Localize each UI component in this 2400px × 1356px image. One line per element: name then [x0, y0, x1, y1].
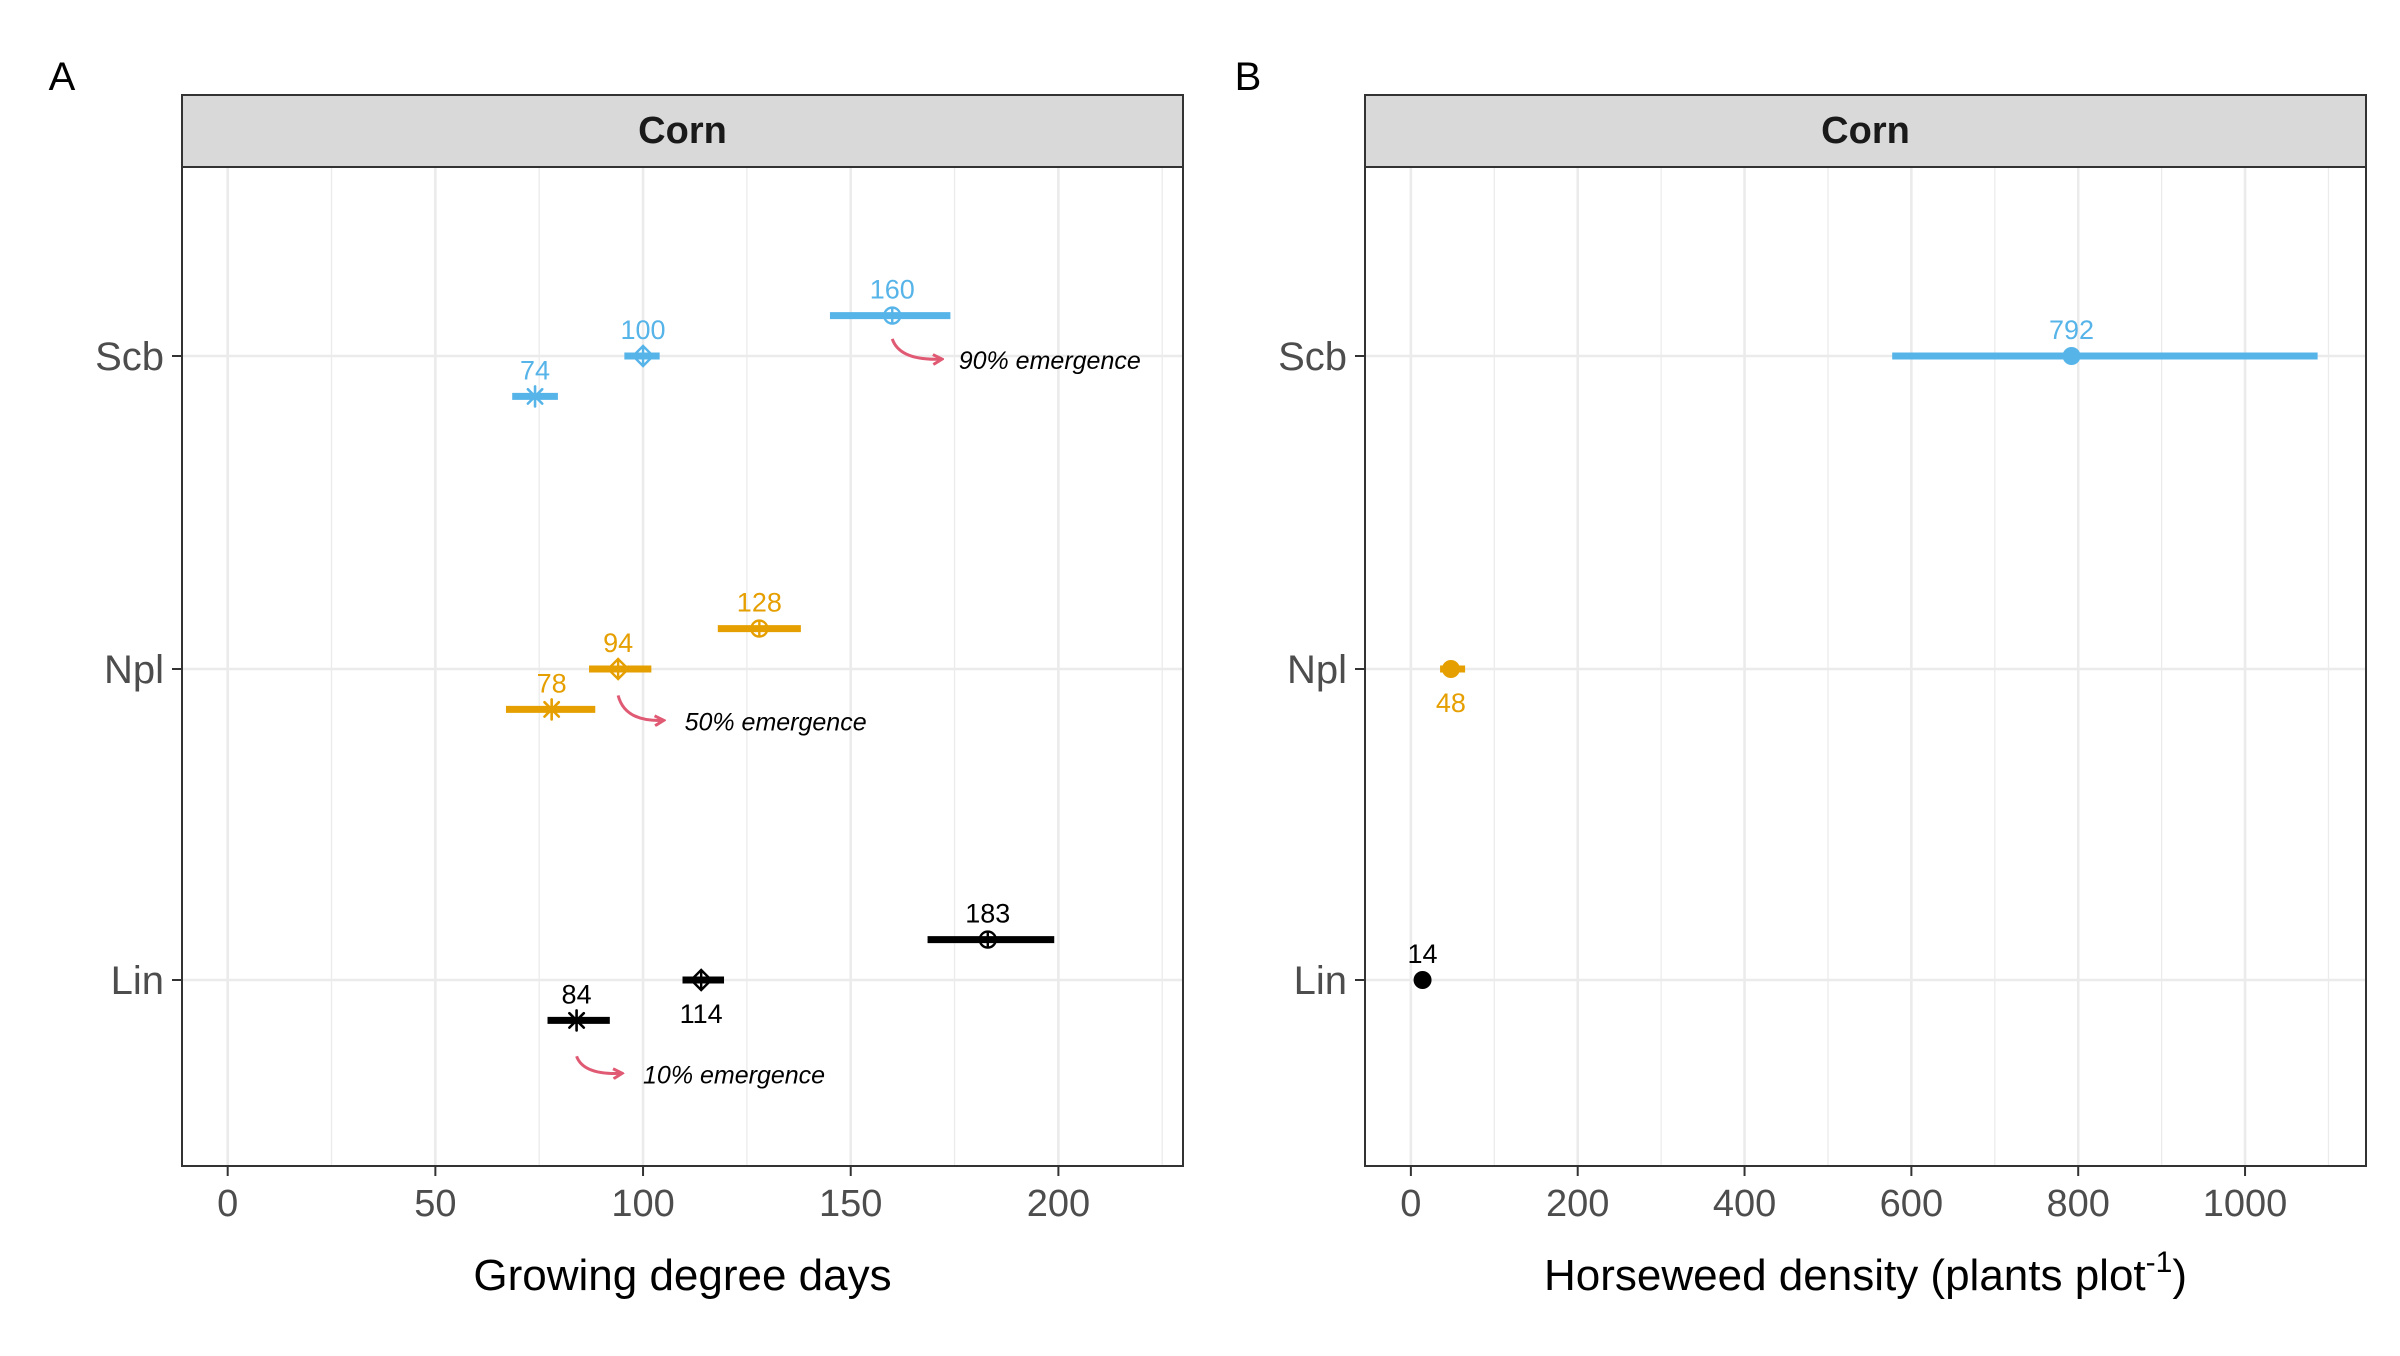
- data-label: 48: [1436, 688, 1466, 718]
- data-label: 114: [680, 999, 723, 1029]
- x-tick-label: 0: [217, 1183, 238, 1225]
- data-label: 160: [870, 275, 915, 305]
- x-axis-title: Growing degree days: [473, 1251, 891, 1300]
- data-label: 78: [537, 668, 567, 698]
- data-point: [2062, 347, 2081, 365]
- annotation-arrow: [575, 1055, 623, 1073]
- panel-border: [181, 166, 1184, 1167]
- annotation-text: 50% emergence: [685, 708, 867, 736]
- y-tick-label: Scb: [1278, 335, 1347, 379]
- data-point: [978, 930, 997, 949]
- y-tick-label: Lin: [111, 959, 164, 1003]
- data-point: [883, 306, 902, 325]
- panel-label: A: [49, 55, 76, 99]
- data-label: 14: [1408, 939, 1438, 969]
- x-tick-label: 400: [1713, 1183, 1776, 1225]
- facet-strip: [1364, 94, 2367, 168]
- data-point: [631, 344, 655, 368]
- y-tick-label: Npl: [104, 648, 164, 692]
- y-tick-label: Lin: [1294, 959, 1347, 1003]
- facet-title: Corn: [638, 110, 727, 152]
- data-label: 792: [2049, 315, 2094, 345]
- data-point: [750, 619, 769, 638]
- y-tick-label: Scb: [95, 335, 164, 379]
- x-tick-label: 200: [1027, 1183, 1090, 1225]
- x-tick-label: 0: [1400, 1183, 1421, 1225]
- plot-background: [1365, 167, 2366, 1166]
- data-point: [565, 1009, 588, 1032]
- data-point: [689, 968, 713, 992]
- x-tick-label: 800: [2047, 1183, 2110, 1225]
- x-tick-label: 150: [819, 1183, 882, 1225]
- panel-label: B: [1235, 55, 1262, 99]
- x-tick-label: 600: [1880, 1183, 1943, 1225]
- x-axis-title: Horseweed density (plants plot-1): [1544, 1246, 2187, 1300]
- data-point: [523, 385, 547, 408]
- x-axis-title-main: Horseweed density (plants plot: [1544, 1251, 2146, 1300]
- annotation-arrow: [890, 338, 942, 359]
- data-label: 100: [621, 315, 666, 345]
- panel-border: [1364, 166, 2367, 1167]
- data-point: [540, 698, 563, 721]
- data-label: 183: [965, 899, 1010, 929]
- data-label: 128: [737, 588, 782, 618]
- y-tick-label: Npl: [1287, 648, 1347, 692]
- data-label: 74: [520, 355, 550, 385]
- x-tick-label: 50: [414, 1183, 456, 1225]
- annotation-text: 90% emergence: [959, 347, 1141, 375]
- data-point: [1441, 660, 1460, 678]
- x-tick-label: 200: [1546, 1183, 1609, 1225]
- data-label: 84: [562, 979, 592, 1009]
- data-label: 94: [603, 628, 633, 658]
- plot-background: [182, 167, 1183, 1166]
- annotation-arrow: [616, 694, 664, 720]
- annotation-text: 10% emergence: [643, 1061, 825, 1089]
- data-point: [606, 657, 630, 681]
- x-axis-title-end: ): [2172, 1251, 2187, 1300]
- x-tick-label: 100: [611, 1183, 674, 1225]
- x-axis-title-superscript: -1: [2146, 1246, 2173, 1279]
- facet-title: Corn: [1821, 110, 1910, 152]
- x-tick-label: 1000: [2203, 1183, 2288, 1225]
- data-point: [1413, 971, 1432, 989]
